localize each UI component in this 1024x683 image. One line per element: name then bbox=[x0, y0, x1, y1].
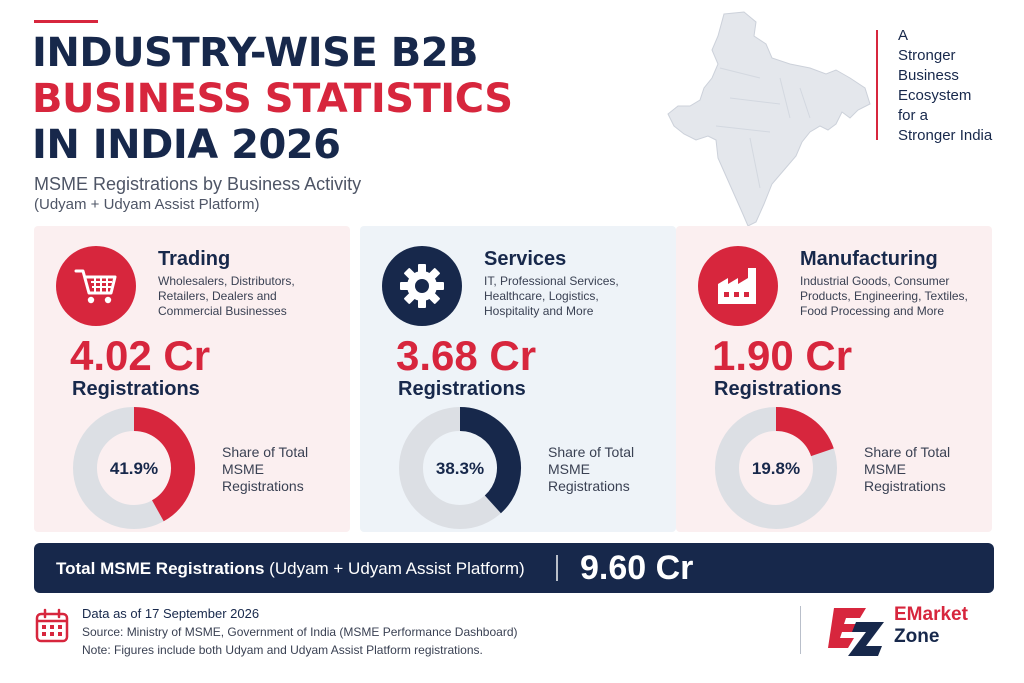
gear-icon bbox=[400, 264, 444, 308]
data-note: Note: Figures include both Udyam and Udy… bbox=[82, 643, 483, 657]
manufacturing-description: Industrial Goods, Consumer Products, Eng… bbox=[800, 274, 968, 318]
title-line-1: INDUSTRY-WISE B2B bbox=[32, 30, 479, 76]
slogan-line: Stronger bbox=[898, 47, 956, 64]
total-registrations-bar: Total MSME Registrations (Udyam + Udyam … bbox=[34, 543, 994, 593]
trading-icon-badge bbox=[56, 246, 136, 326]
services-title: Services bbox=[484, 248, 567, 270]
calendar-icon bbox=[35, 608, 69, 643]
manufacturing-value: 1.90 Cr bbox=[712, 332, 853, 379]
title-line-3: IN INDIA 2026 bbox=[32, 122, 341, 168]
trading-share-arc bbox=[133, 407, 195, 522]
manufacturing-share-label: Share of Total MSME Registrations bbox=[864, 444, 951, 494]
trading-description: Wholesalers, Distributors, Retailers, De… bbox=[158, 274, 295, 318]
trading-share-label: Share of Total MSME Registrations bbox=[222, 444, 309, 494]
manufacturing-icon-badge bbox=[698, 246, 778, 326]
services-share-value: 38.3% bbox=[436, 459, 484, 478]
title-accent-rule bbox=[34, 20, 98, 23]
slogan-line: Business bbox=[898, 67, 959, 84]
slogan-accent-bar bbox=[876, 30, 878, 140]
total-value: 9.60 Cr bbox=[580, 549, 694, 587]
india-map-icon bbox=[667, 11, 871, 227]
total-divider bbox=[556, 555, 558, 581]
slogan-line: for a bbox=[898, 107, 929, 124]
trading-donut: 41.9% bbox=[73, 407, 195, 529]
manufacturing-title: Manufacturing bbox=[800, 248, 938, 270]
trading-card: Trading Wholesalers, Distributors, Retai… bbox=[34, 226, 350, 532]
services-description: IT, Professional Services, Healthcare, L… bbox=[484, 274, 619, 318]
footer-notes: Data as of 17 September 2026 Source: Min… bbox=[82, 605, 518, 659]
trading-value-label: Registrations bbox=[72, 378, 200, 400]
services-value: 3.68 Cr bbox=[396, 332, 537, 379]
total-label-note: (Udyam + Udyam Assist Platform) bbox=[269, 559, 525, 578]
services-donut: 38.3% bbox=[399, 407, 521, 529]
services-icon-badge bbox=[382, 246, 462, 326]
title-line-2: BUSINESS STATISTICS bbox=[32, 76, 513, 122]
footer-divider bbox=[800, 606, 801, 654]
logo-line-1: EMarket bbox=[894, 604, 968, 625]
services-share-arc bbox=[459, 407, 521, 514]
manufacturing-card: Manufacturing Industrial Goods, Consumer… bbox=[676, 226, 992, 532]
services-card: Services IT, Professional Services, Heal… bbox=[360, 226, 676, 532]
total-label-text: Total MSME Registrations bbox=[56, 559, 265, 578]
data-source: Source: Ministry of MSME, Government of … bbox=[82, 625, 518, 639]
data-as-of: Data as of 17 September 2026 bbox=[82, 606, 260, 621]
slogan-line: Stronger India bbox=[898, 127, 993, 144]
trading-value: 4.02 Cr bbox=[70, 332, 211, 379]
slogan-line: A bbox=[898, 27, 909, 44]
shopping-cart-icon bbox=[74, 269, 117, 304]
page-subtitle: MSME Registrations by Business Activity bbox=[34, 174, 362, 194]
manufacturing-share-value: 19.8% bbox=[752, 459, 800, 478]
services-share-label: Share of Total MSME Registrations bbox=[548, 444, 635, 494]
services-value-label: Registrations bbox=[398, 378, 526, 400]
logo-wordmark: EMarket Zone bbox=[894, 604, 968, 648]
manufacturing-value-label: Registrations bbox=[714, 378, 842, 400]
trading-share-value: 41.9% bbox=[110, 459, 158, 478]
page-title: INDUSTRY-WISE B2B BUSINESS STATISTICS IN… bbox=[32, 30, 513, 168]
slogan-line: Ecosystem bbox=[898, 87, 972, 104]
page-subtitle-platform: (Udyam + Udyam Assist Platform) bbox=[34, 196, 260, 213]
manufacturing-donut: 19.8% bbox=[715, 407, 837, 529]
trading-title: Trading bbox=[158, 248, 231, 270]
slogan: A Stronger Business Ecosystem for a Stro… bbox=[898, 26, 1016, 146]
total-label: Total MSME Registrations (Udyam + Udyam … bbox=[56, 559, 525, 579]
logo-line-2: Zone bbox=[894, 626, 940, 647]
factory-icon bbox=[718, 268, 756, 304]
emarketzone-logo-icon bbox=[828, 608, 884, 656]
manufacturing-share-arc bbox=[775, 407, 834, 457]
